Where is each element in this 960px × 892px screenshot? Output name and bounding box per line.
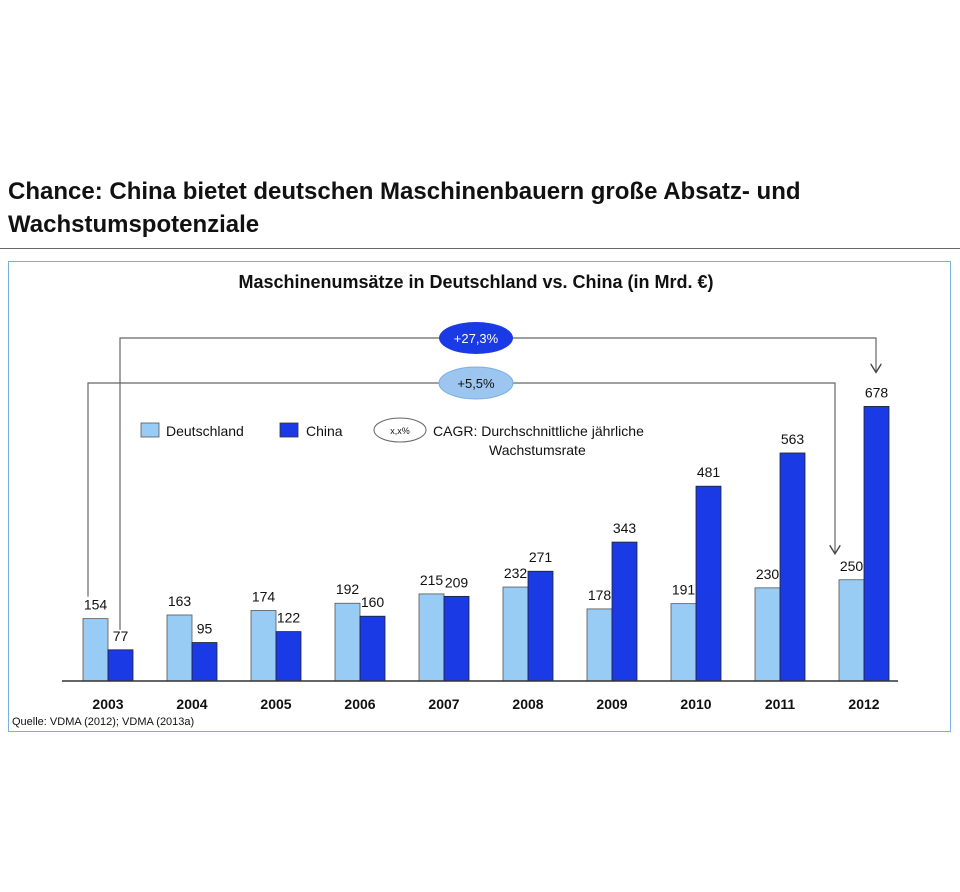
data-label-china-2010: 481 [697,464,721,480]
cagr-china-label: +27,3% [454,331,499,346]
bar-deutschland-2011 [754,587,781,682]
title-divider [0,248,960,249]
data-label-china-2003: 77 [113,628,129,644]
data-label-deutschland-2008: 232 [504,565,528,581]
x-tick-label-2010: 2010 [680,696,711,712]
x-tick-label-2008: 2008 [512,696,543,712]
bar-deutschland-2009 [586,608,613,682]
x-tick-label-2012: 2012 [848,696,879,712]
bar-china-2012 [863,406,890,682]
legend-cagr-line2: Wachstumsrate [489,442,586,458]
data-label-china-2004: 95 [197,621,213,637]
bar-deutschland-2005 [250,610,277,682]
page-title: Chance: China bietet deutschen Maschinen… [8,178,801,238]
bar-deutschland-2004 [166,614,193,682]
bar-deutschland-2008 [502,586,529,682]
chart-frame [8,261,951,732]
data-label-deutschland-2006: 192 [336,581,360,597]
chart-title: Maschinenumsätze in Deutschland vs. Chin… [238,272,713,292]
x-tick-label-2011: 2011 [765,696,796,712]
x-tick-label-2003: 2003 [92,696,123,712]
data-label-deutschland-2004: 163 [168,593,192,609]
data-label-china-2007: 209 [445,574,469,590]
legend-cagr-line1: CAGR: Durchschnittliche jährliche [433,423,644,439]
data-label-deutschland-2010: 191 [672,582,696,598]
legend-cagr-symbol-text: x,x% [390,426,410,436]
bar-deutschland-2007 [418,593,445,682]
data-label-deutschland-2009: 178 [588,587,612,603]
cagr-deutschland-bracket [87,382,835,597]
legend-swatch-china [279,422,299,438]
legend-cagr-symbol [373,417,427,443]
x-tick-label-2005: 2005 [260,696,291,712]
bar-china-2004 [191,642,218,682]
data-label-china-2009: 343 [613,520,637,536]
x-tick-label-2006: 2006 [344,696,375,712]
bar-china-2009 [611,541,638,682]
data-label-china-2005: 122 [277,610,301,626]
data-label-deutschland-2003: 154 [84,597,108,613]
legend: Deutschland China x,x% CAGR: Durchschnit… [140,417,644,458]
bar-deutschland-2010 [670,603,697,682]
x-tick-label-2007: 2007 [428,696,459,712]
data-label-deutschland-2011: 230 [756,566,780,582]
cagr-china-badge [439,322,513,354]
bar-deutschland-2006 [334,602,361,682]
bar-deutschland-2012 [838,579,865,682]
bar-china-2008 [527,570,554,682]
bar-china-2010 [695,485,722,682]
data-label-deutschland-2005: 174 [252,589,276,605]
legend-label-deutschland: Deutschland [166,423,244,439]
data-label-deutschland-2012: 250 [840,558,864,574]
bar-deutschland-2003 [82,618,109,682]
bar-china-2011 [779,452,806,682]
bar-china-2006 [359,615,386,682]
data-label-china-2012: 678 [865,384,889,400]
data-label-china-2006: 160 [361,594,385,610]
x-tick-label-2009: 2009 [596,696,627,712]
data-label-deutschland-2007: 215 [420,572,444,588]
x-tick-label-2004: 2004 [176,696,207,712]
bar-china-2003 [107,649,134,682]
legend-label-china: China [306,423,343,439]
data-label-china-2011: 563 [781,431,805,447]
cagr-deutschland-badge [438,366,514,400]
source-note: Quelle: VDMA (2012); VDMA (2013a) [12,716,195,728]
legend-swatch-deutschland [140,422,160,438]
data-label-china-2008: 271 [529,549,553,565]
cagr-deutschland-label: +5,5% [457,376,495,391]
bar-china-2005 [275,631,302,682]
bar-china-2007 [443,595,470,682]
